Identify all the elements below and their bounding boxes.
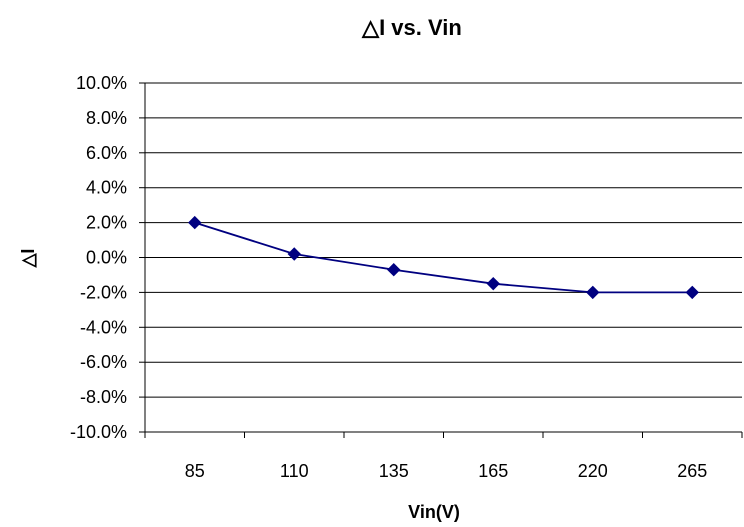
tick-labels: 10.0% 8.0% 6.0% 4.0% 2.0% 0.0% -2.0% -4.0% -6.0%… bbox=[70, 73, 707, 481]
y-tick-label: -10.0% bbox=[70, 422, 127, 442]
chart-title: △I vs. Vin bbox=[361, 15, 462, 40]
data-point bbox=[188, 215, 202, 230]
y-axis-title: △I bbox=[18, 249, 38, 269]
data-point bbox=[685, 285, 699, 300]
y-tick-label: -4.0% bbox=[80, 317, 127, 337]
data-point bbox=[586, 285, 600, 300]
axes bbox=[139, 82, 743, 438]
x-tick-label: 135 bbox=[379, 461, 409, 481]
y-tick-label: 10.0% bbox=[76, 73, 127, 93]
x-axis-title: Vin(V) bbox=[408, 502, 460, 522]
y-tick-label: -8.0% bbox=[80, 387, 127, 407]
x-tick-label: 265 bbox=[677, 461, 707, 481]
y-tick-label: 8.0% bbox=[86, 108, 127, 128]
y-tick-label: -2.0% bbox=[80, 282, 127, 302]
x-tick-label: 220 bbox=[578, 461, 608, 481]
x-tick-label: 165 bbox=[478, 461, 508, 481]
gridlines bbox=[145, 82, 742, 398]
x-tick-label: 85 bbox=[185, 461, 205, 481]
y-tick-label: 4.0% bbox=[86, 178, 127, 198]
series-line bbox=[194, 221, 693, 294]
data-point bbox=[486, 276, 500, 291]
data-point bbox=[287, 247, 301, 261]
y-tick-label: -6.0% bbox=[80, 352, 127, 372]
series-layer bbox=[188, 215, 699, 300]
y-tick-label: 6.0% bbox=[86, 143, 127, 163]
data-point bbox=[387, 263, 401, 277]
x-tick-label: 110 bbox=[280, 461, 309, 481]
y-tick-label: 2.0% bbox=[86, 213, 127, 233]
y-tick-label: 0.0% bbox=[86, 248, 127, 268]
